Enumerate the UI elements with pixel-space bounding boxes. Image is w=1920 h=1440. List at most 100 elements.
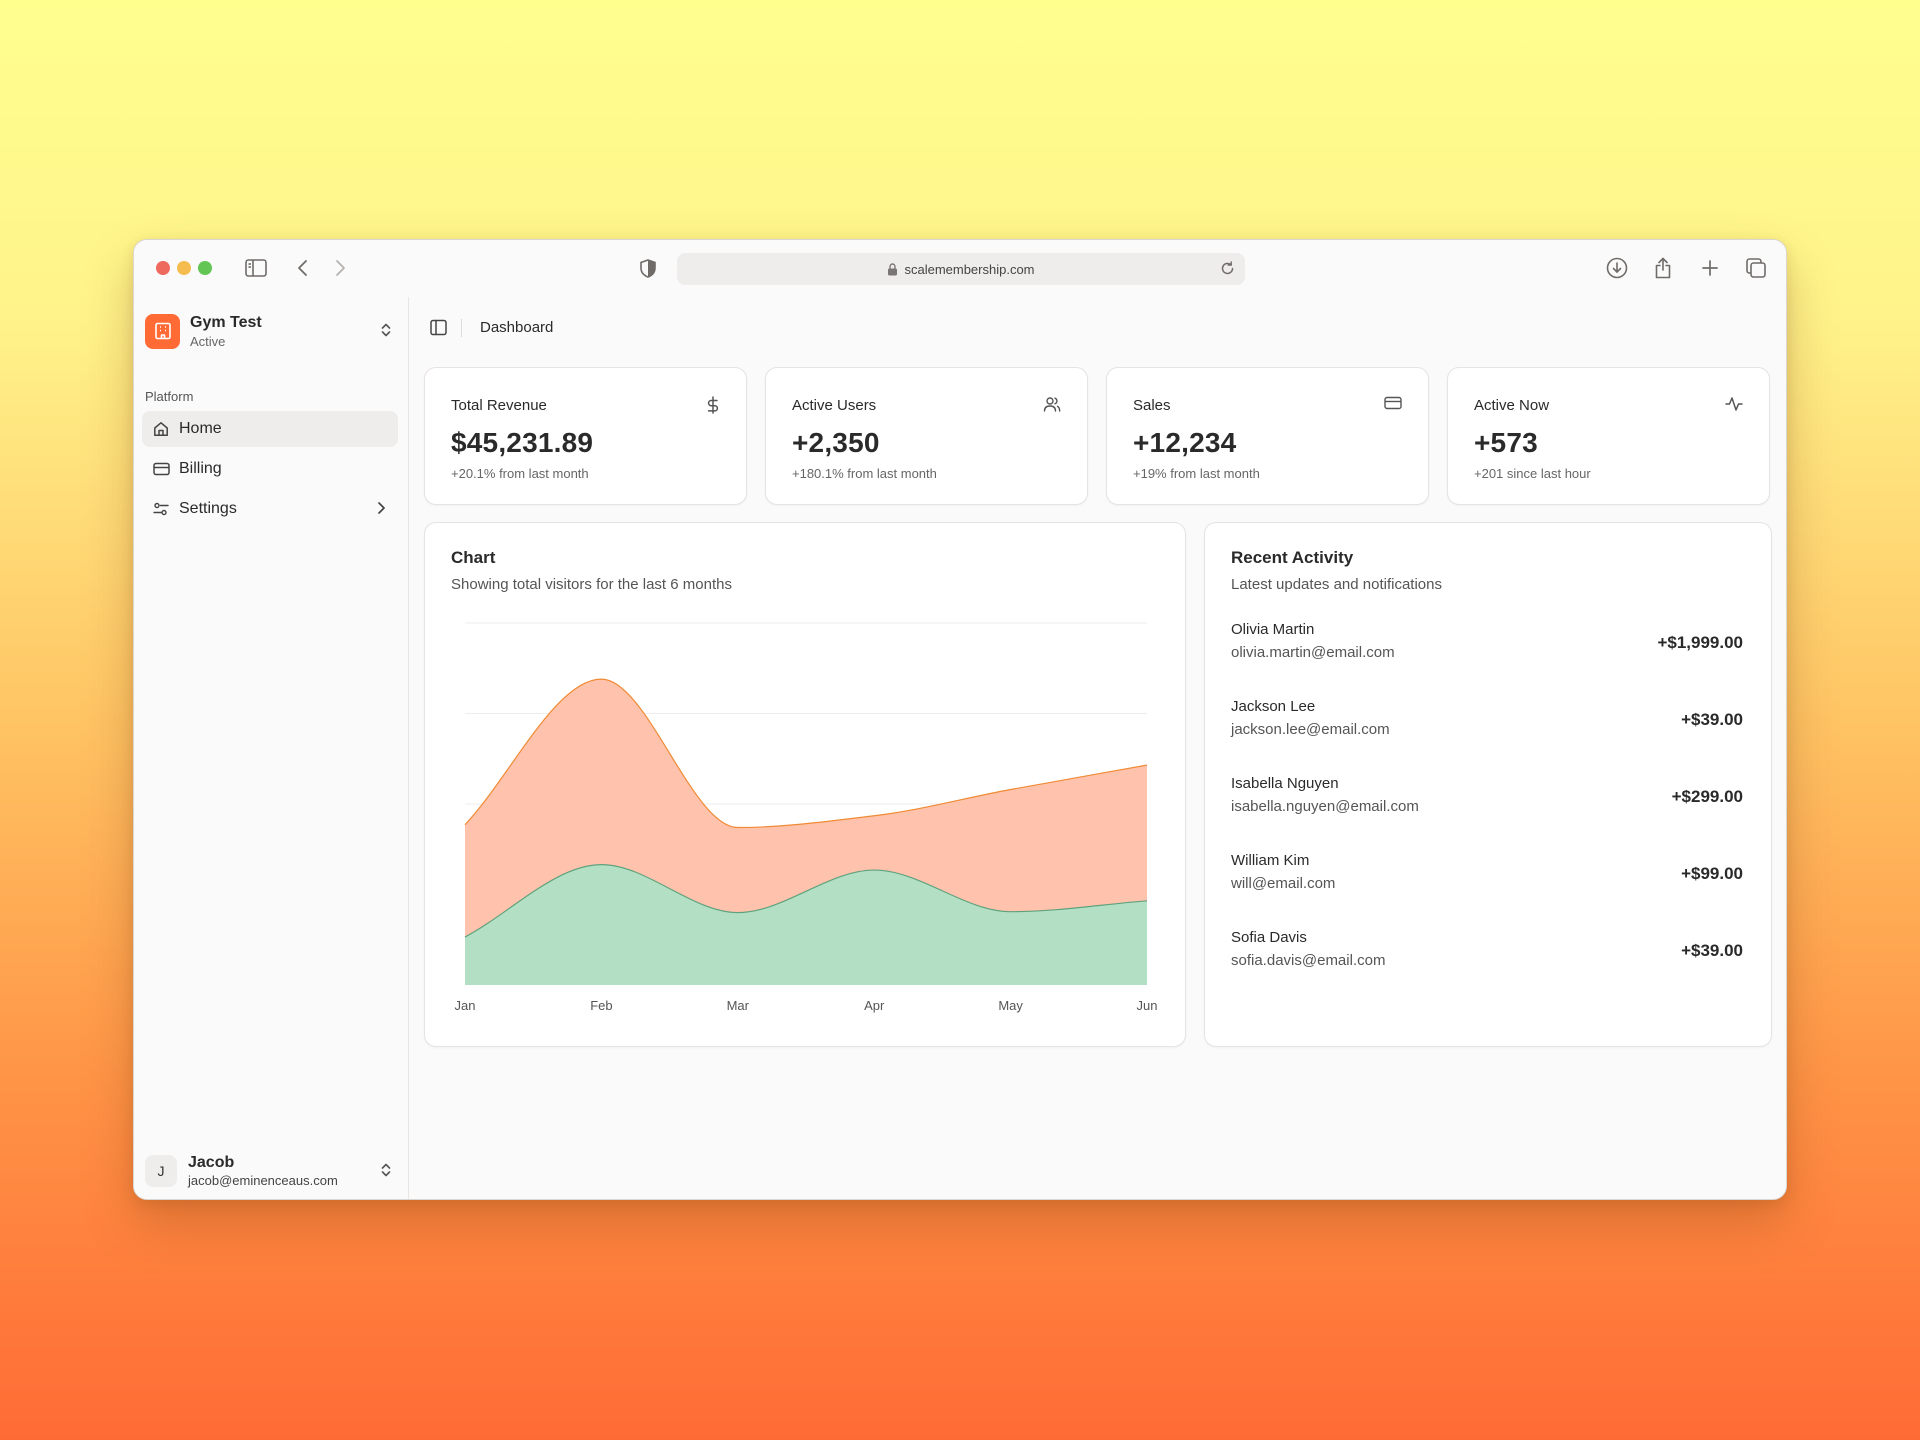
activity-description: Latest updates and notifications <box>1231 576 1442 593</box>
chevrons-up-down-icon[interactable] <box>379 1161 393 1179</box>
maximize-window-button[interactable] <box>198 261 212 275</box>
activity-title: Recent Activity <box>1231 548 1354 567</box>
chart-card: Chart Showing total visitors for the last… <box>424 522 1186 1047</box>
activity-name: Sofia Davis <box>1231 929 1307 946</box>
activity-email: sofia.davis@email.com <box>1231 952 1386 969</box>
sidebar: Gym Test Active Platform Home Billing S <box>134 297 409 1199</box>
activity-email: olivia.martin@email.com <box>1231 644 1395 661</box>
user-name: Jacob <box>188 1154 235 1171</box>
header-divider <box>461 319 462 337</box>
activity-name: William Kim <box>1231 852 1310 869</box>
stat-value: +573 <box>1474 427 1538 458</box>
activity-row[interactable]: Sofia Davis sofia.davis@email.com +$39.00 <box>1231 929 1743 979</box>
chevron-right-icon <box>376 501 386 515</box>
activity-row[interactable]: Jackson Lee jackson.lee@email.com +$39.00 <box>1231 698 1743 748</box>
stat-value: $45,231.89 <box>451 427 594 458</box>
activity-row[interactable]: William Kim will@email.com +$99.00 <box>1231 852 1743 902</box>
series-line-0 <box>464 864 1148 938</box>
sidebar-item-settings[interactable]: Settings <box>142 491 398 527</box>
activity-name: Jackson Lee <box>1231 698 1316 715</box>
sidebar-toggle-icon[interactable] <box>244 256 268 280</box>
users-icon <box>1043 396 1061 412</box>
new-tab-icon[interactable] <box>1698 256 1722 280</box>
address-bar[interactable]: scalemembership.com <box>677 253 1245 285</box>
stat-title: Sales <box>1133 397 1171 414</box>
activity-email: isabella.nguyen@email.com <box>1231 798 1419 815</box>
chart-title: Chart <box>451 548 496 567</box>
series-line-1 <box>464 678 1148 829</box>
browser-window: scalemembership.com Gym Test Active <box>133 239 1787 1200</box>
close-window-button[interactable] <box>156 261 170 275</box>
tab-overview-icon[interactable] <box>1744 256 1768 280</box>
stat-value: +12,234 <box>1133 427 1237 458</box>
activity-amount: +$1,999.00 <box>1657 633 1743 652</box>
activity-row[interactable]: Olivia Martin olivia.martin@email.com +$1,… <box>1231 621 1743 671</box>
chevrons-up-down-icon[interactable] <box>379 321 393 339</box>
activity-email: jackson.lee@email.com <box>1231 721 1390 738</box>
building-icon <box>154 322 171 340</box>
area-series-0 <box>465 864 1147 985</box>
sidebar-item-label: Settings <box>179 500 237 517</box>
activity-icon <box>1725 396 1743 412</box>
settings-sliders-icon <box>152 500 170 518</box>
stat-card-total-revenue: Total Revenue $45,231.89 +20.1% from last … <box>424 367 747 505</box>
stat-card-active-users: Active Users +2,350 +180.1% from last mont… <box>765 367 1088 505</box>
stat-card-active-now: Active Now +573 +201 since last hour <box>1447 367 1770 505</box>
home-icon <box>152 420 170 438</box>
credit-card-icon <box>152 460 170 478</box>
stat-change: +201 since last hour <box>1474 466 1591 481</box>
credit-card-icon <box>1384 396 1402 410</box>
privacy-shield-icon[interactable] <box>636 256 660 280</box>
user-email: jacob@eminenceaus.com <box>188 1173 338 1188</box>
x-tick-label: May <box>998 998 1023 1013</box>
recent-activity-card: Recent Activity Latest updates and notifi… <box>1204 522 1772 1047</box>
org-logo <box>145 313 180 349</box>
stat-title: Active Now <box>1474 397 1550 414</box>
panel-left-icon[interactable] <box>430 319 447 336</box>
chart-description: Showing total visitors for the last 6 mo… <box>451 576 732 593</box>
activity-name: Olivia Martin <box>1231 621 1315 638</box>
stat-title: Total Revenue <box>451 397 547 414</box>
activity-row[interactable]: Isabella Nguyen isabella.nguyen@email.com… <box>1231 775 1743 825</box>
main-content: Dashboard Total Revenue $45,231.89 +20.1% … <box>410 297 1786 1199</box>
url-text: scalemembership.com <box>904 261 1035 277</box>
download-icon[interactable] <box>1605 256 1629 280</box>
stat-change: +180.1% from last month <box>792 466 937 481</box>
activity-email: will@email.com <box>1231 875 1336 892</box>
stat-value: +2,350 <box>792 427 880 458</box>
sidebar-item-label: Home <box>179 420 222 437</box>
sidebar-section-label: Platform <box>145 389 194 404</box>
stat-change: +20.1% from last month <box>451 466 589 481</box>
visitors-area-chart: Jan Feb Mar Apr May Jun <box>455 622 1158 1013</box>
sidebar-item-home[interactable]: Home <box>142 411 398 447</box>
dollar-icon <box>706 396 720 414</box>
forward-icon[interactable] <box>328 256 352 280</box>
sidebar-item-billing[interactable]: Billing <box>142 451 398 487</box>
activity-amount: +$99.00 <box>1681 864 1743 883</box>
lock-icon <box>887 262 898 276</box>
org-name: Gym Test <box>190 313 262 331</box>
x-tick-label: Jan <box>455 998 476 1013</box>
stat-title: Active Users <box>792 397 877 414</box>
stat-card-sales: Sales +12,234 +19% from last month <box>1106 367 1429 505</box>
activity-amount: +$39.00 <box>1681 710 1743 729</box>
avatar: J <box>145 1155 177 1187</box>
activity-name: Isabella Nguyen <box>1231 775 1339 792</box>
stat-change: +19% from last month <box>1133 466 1260 481</box>
reload-icon[interactable] <box>1220 261 1235 276</box>
activity-amount: +$299.00 <box>1671 787 1743 806</box>
org-switcher[interactable]: Gym Test Active <box>145 311 397 351</box>
activity-amount: +$39.00 <box>1681 941 1743 960</box>
x-tick-label: Apr <box>864 998 885 1013</box>
browser-toolbar: scalemembership.com <box>134 240 1786 297</box>
org-status: Active <box>190 333 226 349</box>
breadcrumb: Dashboard <box>480 319 554 336</box>
x-tick-label: Feb <box>590 998 612 1013</box>
x-tick-label: Mar <box>727 998 750 1013</box>
share-icon[interactable] <box>1651 256 1675 280</box>
user-menu[interactable]: J Jacob jacob@eminenceaus.com <box>145 1149 397 1193</box>
x-tick-label: Jun <box>1137 998 1158 1013</box>
sidebar-item-label: Billing <box>179 460 222 477</box>
minimize-window-button[interactable] <box>177 261 191 275</box>
back-icon[interactable] <box>291 256 315 280</box>
